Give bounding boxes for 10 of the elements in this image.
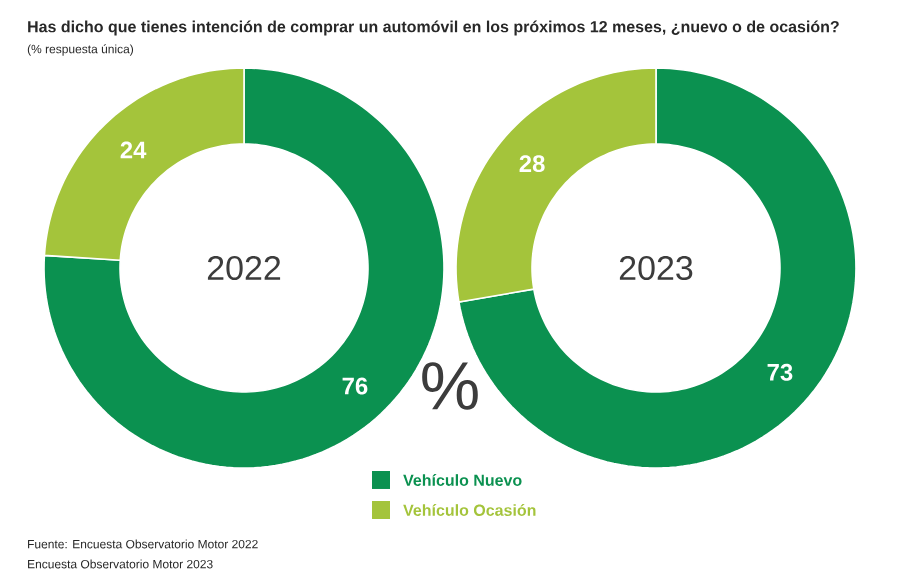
text: % <box>422 362 478 410</box>
text: 2022 <box>207 255 281 281</box>
data-label: 28 <box>519 155 545 173</box>
chart-title: Has dicho que tienes intención de comprar un automóvil en los próximos 12 meses, ¿nuevo o de ocasión? <box>28 20 839 36</box>
data-label: 76 <box>342 377 368 395</box>
legend-label: Vehículo Ocasión <box>403 504 536 516</box>
legend-label: Vehículo Nuevo <box>403 474 522 486</box>
data-label: 73 <box>767 363 793 381</box>
data-label: 24 <box>120 141 147 159</box>
text: 2023 <box>619 255 693 281</box>
